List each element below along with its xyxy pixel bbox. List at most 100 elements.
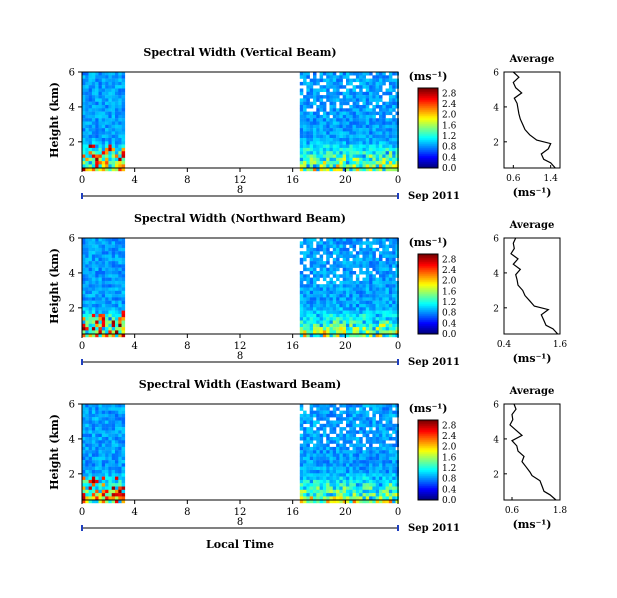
colorbar-segment xyxy=(418,88,438,91)
heatmap-cell xyxy=(299,114,304,119)
heatmap-cell xyxy=(355,486,360,490)
heatmap-cell xyxy=(306,420,310,424)
heatmap-cell xyxy=(108,141,112,145)
heatmap-cell xyxy=(379,466,383,471)
heatmap-cell xyxy=(342,327,347,331)
heatmap-cell xyxy=(82,264,86,268)
heatmap-cell xyxy=(379,483,383,487)
heatmap-cell xyxy=(303,95,307,99)
heatmap-cell xyxy=(385,111,390,116)
heatmap-cell xyxy=(342,427,347,431)
heatmap-cell xyxy=(316,128,320,132)
heatmap-cell xyxy=(392,313,396,318)
heatmap-cell xyxy=(111,300,116,305)
heatmap-cell xyxy=(319,267,324,272)
heatmap-cell xyxy=(91,327,96,331)
heatmap-cell xyxy=(355,164,360,168)
heatmap-cell xyxy=(309,423,314,428)
heatmap-cell xyxy=(91,161,96,165)
heatmap-cell xyxy=(121,466,126,471)
heatmap-cell xyxy=(362,330,366,334)
heatmap-cell xyxy=(395,463,399,467)
heatmap-cell xyxy=(339,274,343,278)
heatmap-cell xyxy=(388,313,393,318)
heatmap-cell xyxy=(111,473,116,477)
heatmap-cell xyxy=(392,161,396,165)
heatmap-cell xyxy=(339,307,343,311)
heatmap-cell xyxy=(382,476,386,481)
heatmap-cell xyxy=(88,244,93,249)
heatmap-cell xyxy=(319,128,324,132)
month-marker: 8 xyxy=(237,185,243,196)
heatmap-cell xyxy=(385,108,390,112)
heatmap-cell xyxy=(382,446,386,451)
heatmap-cell xyxy=(101,111,106,116)
heatmap-cell xyxy=(309,493,314,497)
heatmap-cell xyxy=(306,151,310,155)
heatmap-cell xyxy=(85,75,89,79)
heatmap-cell xyxy=(339,290,343,295)
heatmap-cell xyxy=(313,330,317,334)
heatmap-cell xyxy=(111,460,116,464)
heatmap-cell xyxy=(108,105,112,109)
heatmap-cell xyxy=(95,483,99,487)
heatmap-cell xyxy=(362,280,366,285)
heatmap-cell xyxy=(85,317,89,321)
heatmap-cell xyxy=(375,78,380,83)
heatmap-cell xyxy=(306,154,310,158)
heatmap-cell xyxy=(91,78,96,83)
heatmap-cell xyxy=(118,473,122,477)
heatmap-cell xyxy=(388,284,393,288)
heatmap-cell xyxy=(111,330,116,334)
heatmap-cell xyxy=(342,486,347,490)
colorbar-segment xyxy=(418,126,438,129)
heatmap-cell xyxy=(379,417,383,421)
heatmap-cell xyxy=(319,114,324,119)
heatmap-cell xyxy=(309,413,314,418)
heatmap-cell xyxy=(355,264,360,268)
heatmap-cell xyxy=(342,238,347,242)
heatmap-cell xyxy=(303,453,307,457)
heatmap-cell xyxy=(111,108,116,112)
heatmap-cell xyxy=(329,284,333,288)
heatmap-cell xyxy=(101,493,106,497)
heatmap-cell xyxy=(101,310,106,315)
heatmap-cell xyxy=(82,499,86,504)
heatmap-cell xyxy=(313,121,317,125)
heatmap-cell xyxy=(101,138,106,142)
colorbar-segment xyxy=(418,466,438,469)
heatmap-cell xyxy=(355,489,360,494)
heatmap-cell xyxy=(309,420,314,424)
heatmap-cell xyxy=(362,420,366,424)
heatmap-cell xyxy=(362,271,366,275)
heatmap-cell xyxy=(362,261,366,265)
heatmap-cell xyxy=(299,287,304,291)
heatmap-cell xyxy=(395,423,399,428)
heatmap-cell xyxy=(91,404,96,408)
heatmap-cell xyxy=(369,297,373,301)
heatmap-cell xyxy=(346,164,350,168)
heatmap-cell xyxy=(115,244,119,249)
heatmap-cell xyxy=(388,264,393,268)
heatmap-cell xyxy=(306,277,310,282)
heatmap-cell xyxy=(101,134,106,139)
heatmap-cell xyxy=(95,105,99,109)
heatmap-cell xyxy=(309,157,314,162)
heatmap-cell xyxy=(355,108,360,112)
heatmap-cell xyxy=(91,157,96,162)
heatmap-cell xyxy=(359,128,363,132)
heatmap-cell xyxy=(388,138,393,142)
heatmap-cell xyxy=(111,284,116,288)
average-title: Average xyxy=(509,220,555,231)
heatmap-cell xyxy=(329,413,333,418)
heatmap-cell xyxy=(365,413,370,418)
heatmap-cell xyxy=(303,264,307,268)
average-axes xyxy=(503,71,561,169)
heatmap-cell xyxy=(303,274,307,278)
heatmap-cell xyxy=(82,437,86,441)
heatmap-cell xyxy=(108,98,112,102)
heatmap-cell xyxy=(316,154,320,158)
heatmap-cell xyxy=(329,427,333,431)
heatmap-cell xyxy=(329,437,333,441)
heatmap-cell xyxy=(115,466,119,471)
